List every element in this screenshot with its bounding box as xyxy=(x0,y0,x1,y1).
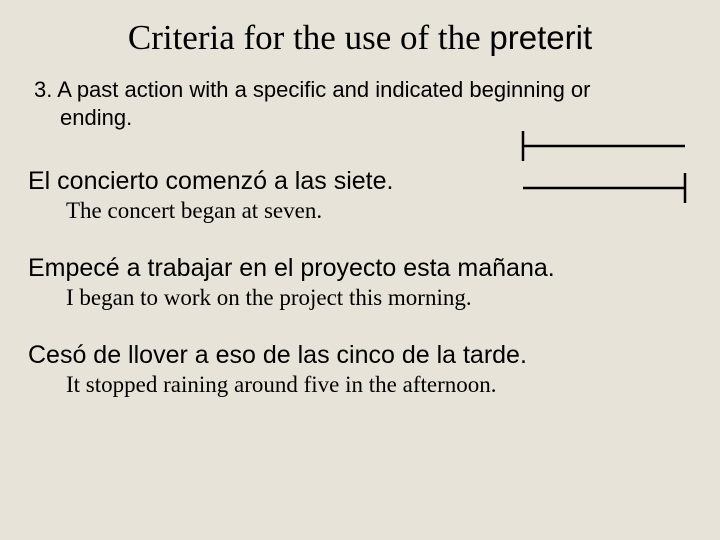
title-prefix: Criteria for the use of the xyxy=(128,18,490,57)
criterion-line1: 3. A past action with a specific and ind… xyxy=(34,77,590,102)
example-2-es: Empecé a trabajar en el proyecto esta ma… xyxy=(28,254,692,283)
timeline-arrows-icon xyxy=(515,128,690,213)
example-3-es: Cesó de llover a eso de las cinco de la … xyxy=(28,341,692,370)
title-keyword: preterit xyxy=(489,19,592,56)
example-2: Empecé a trabajar en el proyecto esta ma… xyxy=(28,254,692,311)
slide-title: Criteria for the use of the preterit xyxy=(28,18,692,58)
example-3: Cesó de llover a eso de las cinco de la … xyxy=(28,341,692,398)
example-3-en: It stopped raining around five in the af… xyxy=(66,372,692,398)
example-2-en: I began to work on the project this morn… xyxy=(66,285,692,311)
criterion-line2: ending. xyxy=(34,104,654,132)
criterion-text: 3. A past action with a specific and ind… xyxy=(34,76,654,131)
